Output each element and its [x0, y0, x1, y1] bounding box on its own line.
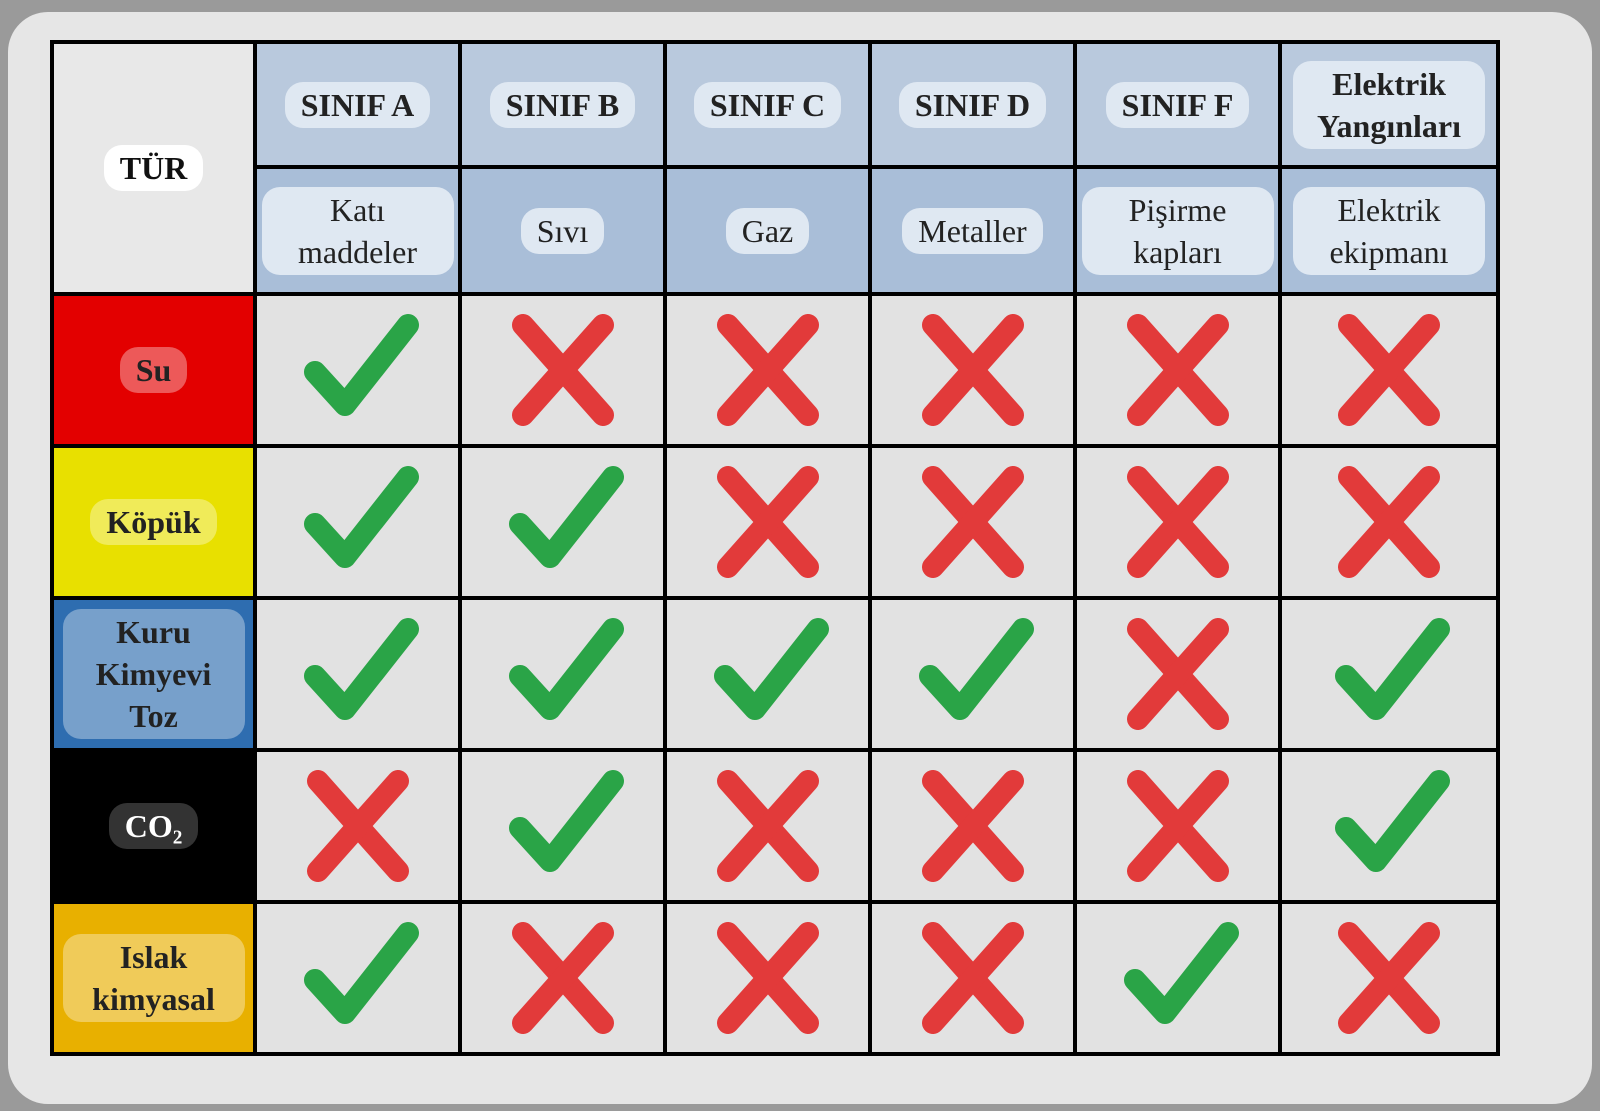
agent-cell: Köpük	[54, 448, 253, 596]
check-icon	[508, 466, 624, 568]
result-cell	[1077, 448, 1278, 596]
agent-name: Köpük	[90, 499, 217, 545]
material-name: Elektrik ekipmanı	[1293, 186, 1485, 275]
cross-icon	[716, 466, 819, 578]
check-icon	[303, 314, 419, 416]
agent-name: Kuru Kimyevi Toz	[62, 609, 245, 739]
class-name: Elektrik Yangınları	[1293, 60, 1485, 149]
cross-icon	[921, 922, 1024, 1034]
class-header: SINIF C	[667, 44, 868, 165]
cross-icon	[1338, 314, 1440, 426]
result-cell	[1077, 904, 1278, 1052]
cross-icon	[1338, 922, 1440, 1034]
result-cell	[667, 904, 868, 1052]
result-cell	[462, 752, 663, 900]
check-icon	[303, 922, 419, 1024]
material-name: Sıvı	[520, 207, 605, 254]
material-header: Pişirme kapları	[1077, 169, 1278, 292]
agent-cell: Kuru Kimyevi Toz	[54, 600, 253, 748]
cross-icon	[1126, 770, 1229, 882]
cross-icon	[306, 770, 409, 882]
class-header: Elektrik Yangınları	[1282, 44, 1496, 165]
result-cell	[1282, 904, 1496, 1052]
agent-cell: CO₂	[54, 752, 253, 900]
cross-icon	[921, 314, 1024, 426]
result-cell	[667, 600, 868, 748]
class-name: SINIF B	[489, 81, 636, 128]
material-header: Elektrik ekipmanı	[1282, 169, 1496, 292]
corner-cell: TÜR	[54, 44, 253, 292]
agent-name: Su	[119, 347, 188, 393]
result-cell	[872, 296, 1073, 444]
result-cell	[1077, 600, 1278, 748]
result-cell	[257, 296, 458, 444]
material-header: Sıvı	[462, 169, 663, 292]
result-cell	[462, 904, 663, 1052]
check-icon	[508, 618, 624, 720]
agent-name: CO₂	[108, 803, 199, 849]
material-header: Metaller	[872, 169, 1073, 292]
cross-icon	[716, 922, 819, 1034]
cross-icon	[716, 770, 819, 882]
class-header: SINIF F	[1077, 44, 1278, 165]
class-header: SINIF A	[257, 44, 458, 165]
check-icon	[713, 618, 829, 720]
result-cell	[1282, 296, 1496, 444]
result-cell	[667, 448, 868, 596]
result-cell	[257, 448, 458, 596]
check-icon	[918, 618, 1034, 720]
cross-icon	[1126, 466, 1229, 578]
result-cell	[872, 448, 1073, 596]
material-name: Gaz	[725, 207, 810, 254]
result-cell	[667, 296, 868, 444]
result-cell	[257, 600, 458, 748]
result-cell	[257, 752, 458, 900]
result-cell	[1282, 448, 1496, 596]
corner-label: TÜR	[103, 145, 204, 191]
cross-icon	[921, 770, 1024, 882]
result-cell	[872, 904, 1073, 1052]
cross-icon	[1338, 466, 1440, 578]
material-header: Gaz	[667, 169, 868, 292]
cross-icon	[1126, 618, 1229, 730]
check-icon	[303, 618, 419, 720]
check-icon	[508, 770, 624, 872]
class-name: SINIF C	[693, 81, 842, 128]
class-name: SINIF F	[1105, 81, 1250, 128]
check-icon	[1123, 922, 1239, 1024]
agent-cell: Islak kimyasal	[54, 904, 253, 1052]
extinguisher-table: TÜR SINIF A Katı maddeler SINIF B Sıvı SINIF…	[50, 40, 1500, 1056]
material-header: Katı maddeler	[257, 169, 458, 292]
result-cell	[462, 600, 663, 748]
result-cell	[1077, 296, 1278, 444]
result-cell	[1282, 600, 1496, 748]
material-name: Pişirme kapları	[1081, 186, 1274, 275]
result-cell	[872, 752, 1073, 900]
material-name: Metaller	[902, 207, 1043, 254]
class-header: SINIF D	[872, 44, 1073, 165]
class-header: SINIF B	[462, 44, 663, 165]
result-cell	[1282, 752, 1496, 900]
cross-icon	[921, 466, 1024, 578]
check-icon	[1335, 770, 1450, 872]
material-name: Katı maddeler	[261, 186, 454, 275]
agent-cell: Su	[54, 296, 253, 444]
cross-icon	[1126, 314, 1229, 426]
result-cell	[872, 600, 1073, 748]
check-icon	[303, 466, 419, 568]
cross-icon	[716, 314, 819, 426]
result-cell	[462, 296, 663, 444]
cross-icon	[511, 922, 614, 1034]
result-cell	[462, 448, 663, 596]
result-cell	[667, 752, 868, 900]
result-cell	[1077, 752, 1278, 900]
class-name: SINIF D	[898, 81, 1047, 128]
check-icon	[1335, 618, 1450, 720]
class-name: SINIF A	[284, 81, 431, 128]
result-cell	[257, 904, 458, 1052]
cross-icon	[511, 314, 614, 426]
agent-name: Islak kimyasal	[62, 934, 245, 1022]
